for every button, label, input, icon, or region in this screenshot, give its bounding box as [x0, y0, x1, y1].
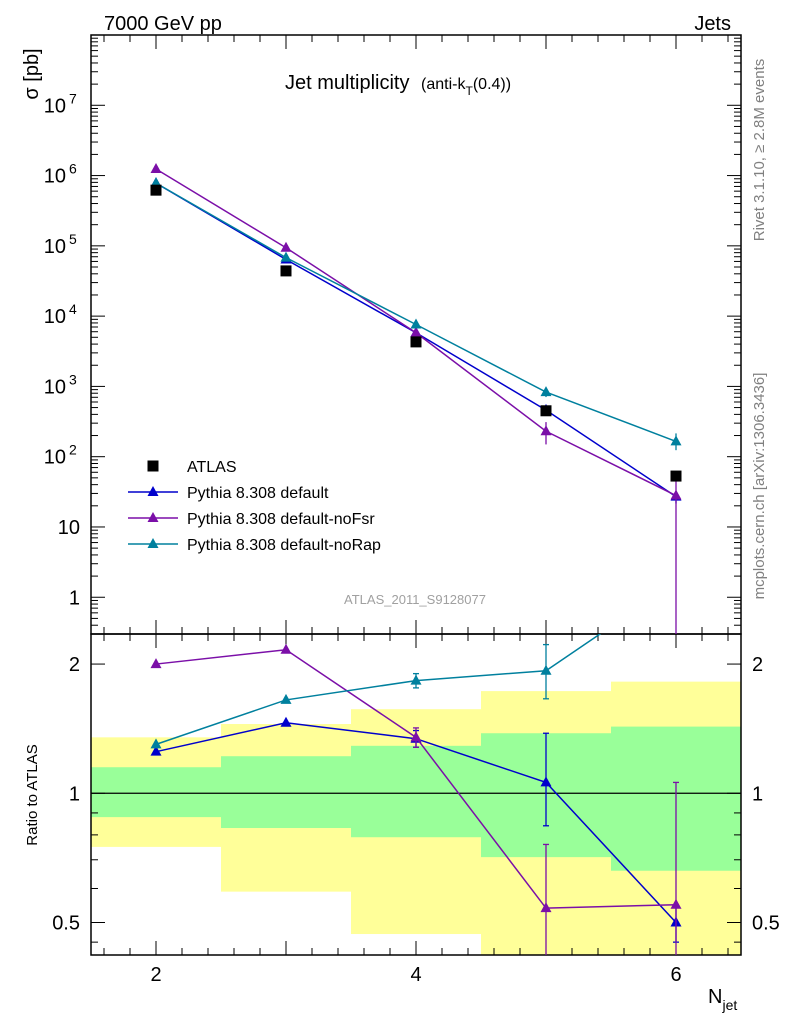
mcplots-label: mcplots.cern.ch [arXiv:1306.3436] — [751, 373, 768, 600]
atlas-point-3 — [540, 405, 552, 417]
legend-label-2: Pythia 8.308 default-noFsr — [187, 511, 375, 528]
legend-marker-3 — [147, 538, 159, 548]
main-point-3-4 — [670, 435, 682, 446]
main-point-3-1 — [280, 251, 292, 262]
ratio-uncertainty-bands — [91, 681, 741, 955]
y-tick-label-4: 10 — [44, 376, 66, 398]
main-point-2-2 — [410, 326, 422, 337]
x-tick-label-2: 2 — [150, 964, 161, 986]
plot-title-sub-tail: (0.4)) — [473, 76, 511, 93]
ratio-y-label-right-0.5: 0.5 — [752, 912, 780, 934]
main-line-3 — [155, 182, 677, 443]
y-tick-label-6: 10 — [58, 517, 80, 539]
legend-marker-0 — [147, 460, 159, 472]
ratio-point-2-3 — [540, 664, 552, 675]
legend: ATLAS Pythia 8.308 default Pythia 8.308 de… — [128, 459, 381, 554]
main-series — [150, 162, 682, 634]
ratio-point-1-1 — [280, 643, 292, 654]
y-tick-label-7: 1 — [69, 587, 80, 609]
legend-label-1: Pythia 8.308 default — [187, 485, 329, 502]
ratio-point-0-1 — [280, 716, 292, 727]
ratio-y-label-right-1: 1 — [752, 783, 763, 805]
y-tick-label-2: 10 — [44, 236, 66, 258]
ratio-point-1-2 — [410, 731, 422, 742]
ratio-ylabel: Ratio to ATLAS — [24, 744, 41, 845]
atlas-point-4 — [670, 470, 682, 482]
green-band-0 — [91, 767, 221, 818]
y-tick-exp-5: 2 — [69, 442, 77, 458]
ratio-point-2-1 — [280, 693, 292, 704]
x-tick-label-6: 6 — [670, 964, 681, 986]
xlabel-sub: jet — [721, 997, 737, 1013]
ratio-point-2-0 — [150, 738, 162, 749]
legend-label-3: Pythia 8.308 default-noRap — [187, 537, 381, 554]
xlabel-main: N — [708, 986, 722, 1008]
y-tick-exp-3: 4 — [69, 301, 77, 317]
main-point-3-0 — [150, 177, 162, 188]
plot-title: Jet multiplicity (anti-kT(0.4)) — [285, 72, 511, 98]
atlas-point-0 — [150, 184, 162, 196]
xlabel: Njet — [708, 986, 737, 1013]
main-point-2-3 — [540, 425, 552, 436]
analysis-watermark: ATLAS_2011_S9128077 — [344, 592, 486, 607]
header-right: Jets — [694, 13, 731, 35]
ratio-point-1-0 — [150, 658, 162, 669]
ratio-y-label-left-1: 1 — [69, 783, 80, 805]
y-tick-exp-1: 6 — [69, 161, 77, 177]
ratio-y-label-left-2: 2 — [69, 654, 80, 676]
main-point-2-4 — [670, 489, 682, 500]
rivet-label: Rivet 3.1.10, ≥ 2.8M events — [751, 59, 768, 242]
y-tick-exp-0: 7 — [69, 90, 77, 106]
main-point-3-3 — [540, 386, 552, 397]
y-tick-exp-2: 5 — [69, 231, 77, 247]
ratio-series — [150, 634, 682, 955]
plot-title-sub-index: T — [466, 84, 474, 98]
ratio-y-label-left-0.5: 0.5 — [52, 912, 80, 934]
legend-marker-2 — [147, 512, 159, 522]
legend-label-0: ATLAS — [187, 459, 237, 476]
atlas-point-1 — [280, 265, 292, 277]
green-band-2 — [351, 745, 481, 838]
y-tick-exp-4: 3 — [69, 371, 77, 387]
legend-marker-1 — [147, 486, 159, 496]
y-tick-label-1: 10 — [44, 166, 66, 188]
y-tick-label-3: 10 — [44, 306, 66, 328]
y-tick-label-5: 10 — [44, 447, 66, 469]
x-tick-label-4: 4 — [410, 964, 421, 986]
plot-title-main: Jet multiplicity — [285, 72, 409, 94]
y-tick-label-0: 10 — [44, 95, 66, 117]
ratio-point-0-0 — [150, 745, 162, 756]
ratio-axes: 2 4 6 0.5 0.5 1 1 2 2 — [52, 633, 780, 986]
ratio-point-1-4 — [670, 898, 682, 909]
ratio-y-label-right-2: 2 — [752, 654, 763, 676]
header-left: 7000 GeV pp — [104, 13, 222, 35]
main-ylabel: σ [pb] — [21, 48, 43, 99]
plot-title-sub: (anti-k — [421, 76, 466, 93]
main-point-3-2 — [410, 318, 422, 329]
ratio-point-2-2 — [410, 674, 422, 685]
main-point-2-1 — [280, 241, 292, 252]
ratio-point-0-3 — [540, 776, 552, 787]
green-band-1 — [221, 756, 351, 829]
main-point-2-0 — [150, 162, 162, 173]
ratio-point-1-3 — [540, 902, 552, 913]
atlas-point-2 — [410, 336, 422, 348]
